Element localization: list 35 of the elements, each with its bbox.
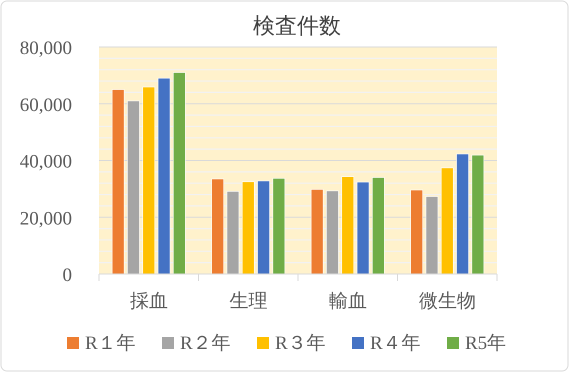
bar xyxy=(112,89,124,274)
bar xyxy=(173,72,186,274)
bar xyxy=(142,86,156,274)
bar xyxy=(456,154,469,274)
chart-title: 検査件数 xyxy=(253,13,341,38)
bar xyxy=(310,189,324,274)
bar xyxy=(372,177,385,274)
y-tick-label: 0 xyxy=(62,265,72,286)
bar xyxy=(440,168,454,274)
legend-label: R１年 xyxy=(85,333,136,354)
bar xyxy=(410,190,423,274)
bar xyxy=(127,100,140,274)
y-tick-label: 60,000 xyxy=(20,94,72,116)
bar xyxy=(226,191,240,274)
legend-label: R３年 xyxy=(275,333,326,354)
legend-label: R４年 xyxy=(370,333,421,354)
bar xyxy=(257,180,270,274)
bar xyxy=(242,181,255,274)
x-tick-label: 輸血 xyxy=(328,291,367,312)
legend-label: R5年 xyxy=(465,333,506,354)
bar xyxy=(426,196,438,274)
bar xyxy=(356,182,370,274)
x-tick-label: 微生物 xyxy=(418,291,476,312)
bar xyxy=(472,154,484,274)
bar xyxy=(272,178,286,274)
bar xyxy=(341,176,354,274)
y-tick-label: 20,000 xyxy=(20,208,72,230)
bar xyxy=(326,190,339,274)
bar xyxy=(158,78,170,274)
bar xyxy=(211,178,224,274)
y-tick-label: 80,000 xyxy=(20,38,72,59)
x-tick-label: 採血 xyxy=(130,291,168,312)
legend-label: R２年 xyxy=(180,333,231,354)
y-tick-label: 40,000 xyxy=(20,152,72,172)
x-tick-label: 生理 xyxy=(229,291,268,312)
